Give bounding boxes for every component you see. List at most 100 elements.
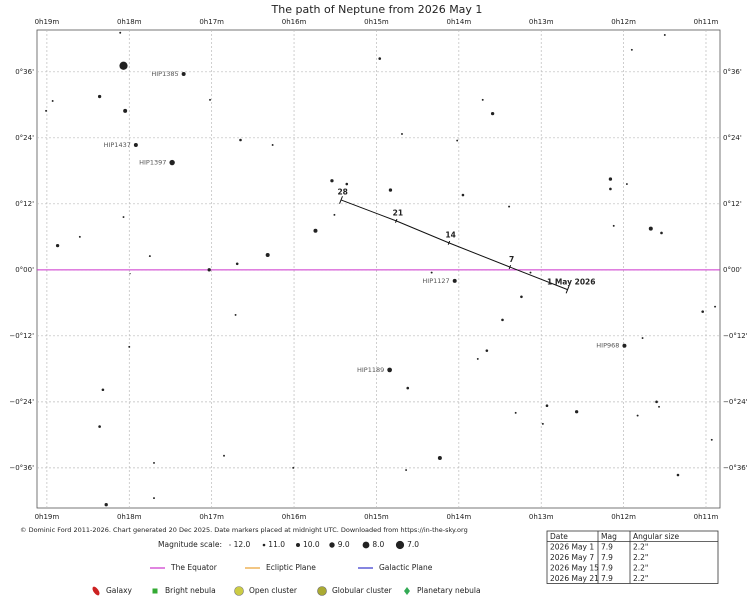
- star: [508, 205, 511, 208]
- legend-label: Galaxy: [106, 586, 133, 595]
- legend-label: The Equator: [170, 563, 218, 572]
- date-marker: [395, 218, 398, 223]
- date-marker: [447, 240, 451, 245]
- mag-scale-dot: [395, 540, 405, 550]
- star: [663, 34, 666, 36]
- star: [541, 422, 544, 425]
- table-cell: 2.2": [633, 553, 648, 562]
- date-label: 14: [445, 231, 455, 240]
- legend-label: Ecliptic Plane: [266, 563, 316, 572]
- star: [122, 216, 125, 218]
- y-tick-label: −0°24': [723, 398, 748, 406]
- table-cell: 2026 May 15: [550, 563, 599, 572]
- star: [452, 278, 457, 283]
- table-cell: 7.9: [601, 563, 613, 572]
- date-label: 7: [509, 255, 514, 264]
- x-tick-label: 0h14m: [447, 18, 472, 26]
- star-label: HIP1397: [139, 159, 166, 167]
- y-tick-label: 0°24': [15, 134, 34, 142]
- chart-title: The path of Neptune from 2026 May 1: [271, 3, 483, 16]
- star: [714, 305, 717, 308]
- x-tick-label: 0h17m: [199, 18, 224, 26]
- table-cell: 2.2": [633, 542, 648, 551]
- star: [119, 61, 128, 70]
- star: [545, 404, 549, 407]
- star: [223, 454, 225, 457]
- star: [501, 318, 504, 322]
- star: [345, 182, 349, 186]
- star: [520, 295, 523, 299]
- star: [153, 461, 155, 464]
- star: [123, 108, 128, 113]
- star: [235, 262, 239, 266]
- star: [456, 139, 459, 142]
- x-tick-label: 0h18m: [117, 18, 142, 26]
- star: [209, 98, 211, 101]
- star: [234, 313, 237, 316]
- star: [461, 193, 465, 197]
- star: [378, 57, 382, 60]
- star-label: HIP1437: [104, 141, 131, 149]
- star: [101, 388, 105, 392]
- x-tick-label: 0h13m: [529, 513, 554, 521]
- x-tick-label: 0h19m: [35, 513, 60, 521]
- x-tick-label: 0h14m: [447, 513, 472, 521]
- mag-scale-label: 8.0: [372, 540, 384, 549]
- star: [181, 72, 186, 77]
- legend-label: Planetary nebula: [417, 586, 481, 595]
- star: [405, 469, 408, 471]
- star: [55, 243, 60, 248]
- mag-scale-label: 9.0: [338, 540, 350, 549]
- y-tick-label: −0°12': [9, 332, 34, 340]
- table-cell: 2026 May 7: [550, 553, 594, 562]
- mag-scale-label: 11.0: [268, 540, 285, 549]
- x-tick-label: 0h12m: [611, 513, 636, 521]
- y-tick-label: 0°24': [723, 134, 742, 142]
- legend-icon: [317, 586, 327, 596]
- mag-scale-dot: [262, 543, 266, 547]
- y-tick-label: −0°24': [9, 398, 34, 406]
- y-tick-label: −0°36': [9, 464, 34, 472]
- star: [406, 386, 410, 390]
- plot-frame: [36, 29, 721, 509]
- star: [485, 349, 489, 352]
- mag-scale-title: Magnitude scale:: [158, 540, 222, 549]
- star: [45, 109, 48, 112]
- star: [660, 231, 663, 235]
- legend-icon: [152, 588, 158, 594]
- credit: © Dominic Ford 2011-2026. Chart generate…: [20, 526, 468, 534]
- date-marker: [565, 285, 570, 294]
- star: [401, 133, 403, 135]
- star: [514, 411, 517, 414]
- star: [239, 138, 242, 142]
- y-tick-label: −0°36': [723, 464, 748, 472]
- star: [608, 177, 613, 181]
- x-tick-label: 0h15m: [364, 18, 389, 26]
- star: [648, 226, 653, 231]
- star: [636, 414, 639, 417]
- legend-label: Open cluster: [249, 586, 298, 595]
- y-tick-label: 0°12': [15, 200, 34, 208]
- legend-label: Galactic Plane: [379, 563, 433, 572]
- mag-scale-label: 7.0: [407, 540, 419, 549]
- star-label: HIP1127: [422, 277, 449, 285]
- star: [148, 255, 151, 258]
- star: [655, 400, 658, 404]
- star: [529, 271, 532, 274]
- legend-icon: [404, 587, 410, 595]
- star: [437, 455, 442, 460]
- table-cell: 7.9: [601, 574, 613, 583]
- table-header: Date: [550, 532, 568, 541]
- date-marker: [508, 265, 512, 270]
- star: [625, 183, 628, 185]
- y-tick-label: 0°12': [723, 200, 742, 208]
- mag-scale-dot: [329, 542, 335, 548]
- star-label: HIP1385: [151, 70, 178, 78]
- star: [490, 111, 495, 116]
- y-tick-label: 0°36': [15, 68, 34, 76]
- x-tick-label: 0h11m: [694, 18, 719, 26]
- star: [271, 144, 274, 146]
- table-frame: [546, 530, 719, 584]
- star: [476, 357, 479, 360]
- x-tick-label: 0h13m: [529, 18, 554, 26]
